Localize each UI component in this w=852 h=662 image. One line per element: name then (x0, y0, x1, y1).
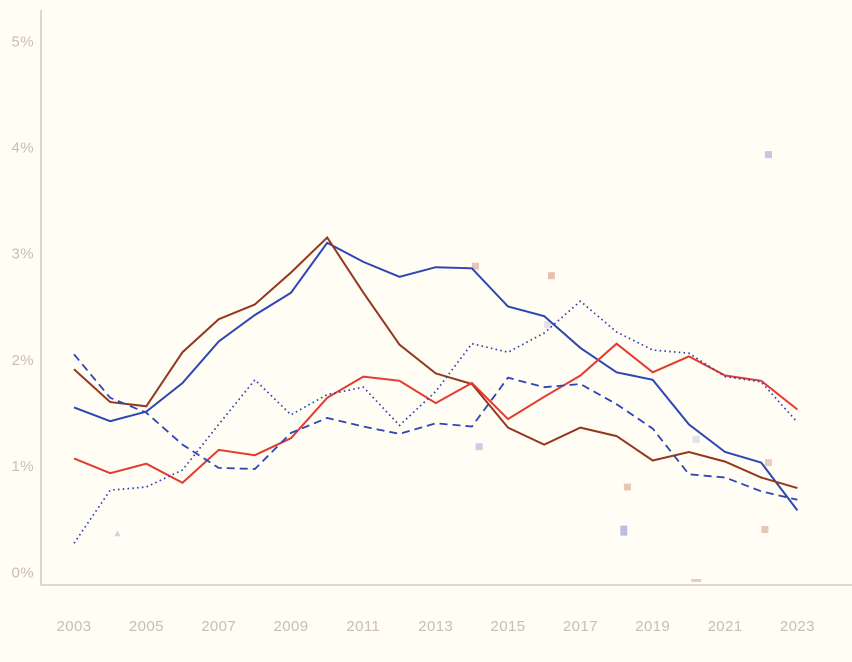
scatter-marker (761, 526, 769, 534)
y-axis-tick-label: 2% (12, 352, 34, 369)
x-axis-tick-label: 2023 (780, 618, 815, 635)
line-series-blue-dashed (73, 353, 798, 501)
line-series-blue-solid (73, 241, 799, 512)
scatter-marker (623, 483, 631, 491)
x-axis-tick-label: 2003 (57, 618, 92, 635)
scatter-marker (620, 525, 628, 536)
scatter-marker (691, 578, 702, 582)
scatter-marker (544, 321, 552, 329)
y-axis-tick-label: 5% (12, 33, 34, 50)
x-axis-tick-label: 2013 (418, 618, 453, 635)
scatter-marker (692, 435, 700, 443)
scatter-marker (475, 443, 483, 451)
line-series-darkred-solid (73, 235, 798, 490)
x-axis-tick-label: 2011 (346, 618, 380, 635)
x-axis-tick-label: 2007 (201, 618, 236, 635)
x-axis-tick-label: 2021 (708, 618, 743, 635)
line-series-blue-dotted (73, 300, 799, 544)
x-axis-tick-label: 2015 (491, 618, 526, 635)
x-axis-tick-label: 2017 (563, 618, 598, 635)
scatter-marker (764, 459, 772, 467)
line-series-red-solid (73, 342, 799, 485)
y-axis-tick-label: 1% (12, 458, 34, 475)
x-axis-tick-label: 2019 (635, 618, 670, 635)
x-axis-tick-label: 2009 (274, 618, 309, 635)
scatter-marker (471, 262, 479, 270)
scatter-marker (764, 151, 772, 159)
scatter-marker (547, 272, 555, 280)
y-axis-tick-label: 0% (12, 564, 34, 581)
y-axis-tick-label: 3% (12, 246, 34, 263)
y-axis-tick-label: 4% (12, 139, 34, 156)
scatter-marker (114, 530, 121, 537)
x-axis-tick-label: 2005 (129, 618, 164, 635)
